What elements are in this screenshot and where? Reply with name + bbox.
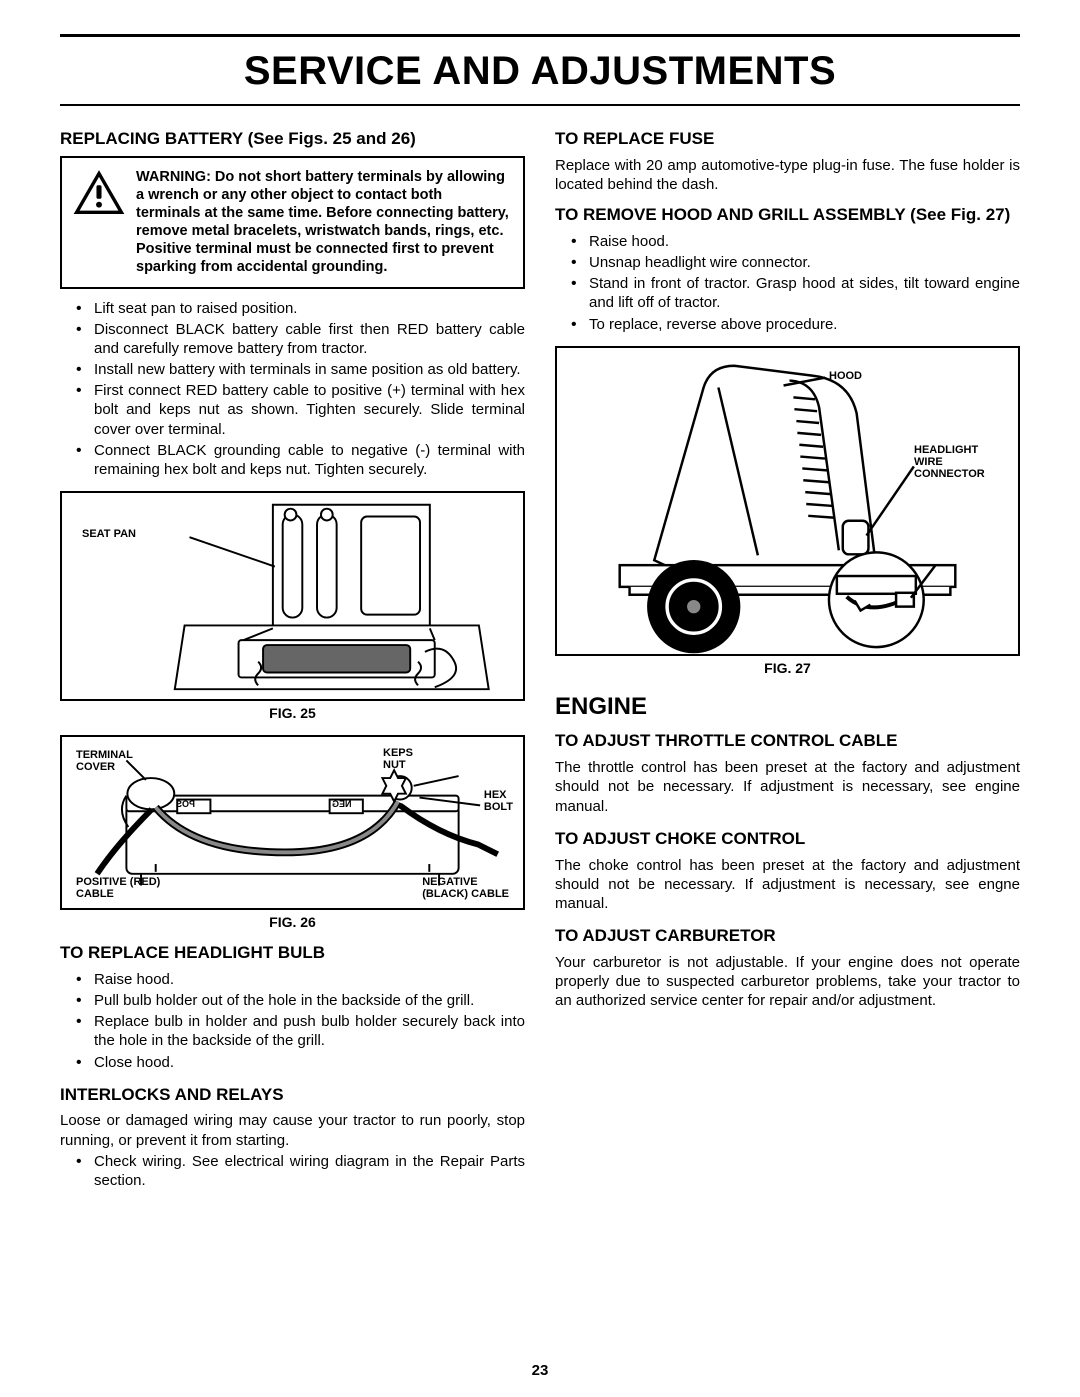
heading-hood: TO REMOVE HOOD AND GRILL ASSEMBLY (See F… [555,204,1020,226]
interlocks-steps: Check wiring. See electrical wiring diag… [60,1152,525,1190]
battery-steps: Lift seat pan to raised position. Discon… [60,299,525,480]
list-item: Disconnect BLACK battery cable first the… [76,320,525,358]
list-item: Close hood. [76,1053,525,1072]
label-seat-pan: SEAT PAN [82,528,136,540]
throttle-text: The throttle control has been preset at … [555,758,1020,816]
choke-text: The choke control has been preset at the… [555,856,1020,914]
label-neg-cable: NEGATIVE(BLACK) CABLE [422,876,509,900]
label-pos-cable: POSITIVE (RED)CABLE [76,876,160,900]
label-terminal-cover: TERMINALCOVER [76,749,133,773]
interlocks-text: Loose or damaged wiring may cause your t… [60,1111,525,1149]
list-item: Pull bulb holder out of the hole in the … [76,991,525,1010]
label-text: POSITIVE (RED)CABLE [76,876,160,900]
figure-25-caption: FIG. 25 [60,705,525,723]
figure-25: SEAT PAN [60,491,525,701]
label-text: NEGATIVE(BLACK) CABLE [422,876,509,900]
label-hood: HOOD [829,370,862,382]
title-rule [60,104,1020,106]
list-item: Unsnap headlight wire connector. [571,253,1020,272]
figure-27: HOOD HEADLIGHTWIRECONNECTOR [555,346,1020,656]
list-item: Connect BLACK grounding cable to negativ… [76,441,525,479]
left-column: REPLACING BATTERY (See Figs. 25 and 26) … [60,120,525,1192]
page-title: SERVICE AND ADJUSTMENTS [60,41,1020,100]
label-text: TERMINALCOVER [76,749,133,773]
warning-icon [72,168,126,216]
figure-26: TERMINALCOVER KEPSNUT HEXBOLT POSITIVE (… [60,735,525,910]
heading-choke: TO ADJUST CHOKE CONTROL [555,828,1020,850]
page-number: 23 [0,1362,1080,1379]
heading-replacing-battery: REPLACING BATTERY (See Figs. 25 and 26) [60,128,525,150]
label-text: KEPSNUT [383,747,413,771]
headlight-steps: Raise hood. Pull bulb holder out of the … [60,970,525,1072]
label-connector: HEADLIGHTWIRECONNECTOR [914,444,1004,480]
fuse-text: Replace with 20 amp automotive-type plug… [555,156,1020,194]
right-column: TO REPLACE FUSE Replace with 20 amp auto… [555,120,1020,1192]
top-rule [60,34,1020,37]
list-item: To replace, reverse above procedure. [571,315,1020,334]
warning-text: WARNING: Do not short battery terminals … [136,168,509,277]
heading-engine: ENGINE [555,692,1020,723]
label-hex-bolt: HEXBOLT [484,789,513,813]
list-item: Replace bulb in holder and push bulb hol… [76,1012,525,1050]
content-columns: REPLACING BATTERY (See Figs. 25 and 26) … [60,120,1020,1192]
carb-text: Your carburetor is not adjustable. If yo… [555,953,1020,1011]
list-item: Lift seat pan to raised position. [76,299,525,318]
heading-interlocks: INTERLOCKS AND RELAYS [60,1084,525,1106]
list-item: Install new battery with terminals in sa… [76,360,525,379]
warning-box: WARNING: Do not short battery terminals … [60,156,525,289]
list-item: First connect RED battery cable to posit… [76,381,525,439]
heading-throttle: TO ADJUST THROTTLE CONTROL CABLE [555,730,1020,752]
heading-headlight: TO REPLACE HEADLIGHT BULB [60,942,525,964]
label-neg: NEG [332,800,352,810]
list-item: Raise hood. [76,970,525,989]
figure-26-caption: FIG. 26 [60,914,525,932]
label-keps-nut: KEPSNUT [383,747,413,771]
label-pos: POS [176,800,195,810]
hood-steps: Raise hood. Unsnap headlight wire connec… [555,232,1020,334]
heading-fuse: TO REPLACE FUSE [555,128,1020,150]
list-item: Check wiring. See electrical wiring diag… [76,1152,525,1190]
figure-27-caption: FIG. 27 [555,660,1020,678]
list-item: Raise hood. [571,232,1020,251]
heading-carb: TO ADJUST CARBURETOR [555,925,1020,947]
label-text: HEXBOLT [484,789,513,813]
list-item: Stand in front of tractor. Grasp hood at… [571,274,1020,312]
